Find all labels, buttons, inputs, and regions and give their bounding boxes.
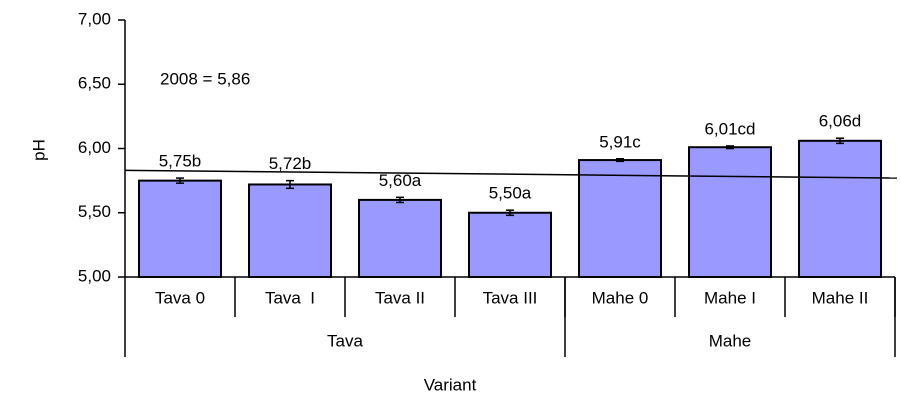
bar — [358, 198, 442, 278]
x-tick-label: Mahe II — [812, 288, 869, 307]
x-axis-label: Variant — [424, 375, 477, 394]
bar — [578, 159, 662, 278]
y-tick-label: 5,00 — [78, 266, 111, 285]
data-label: 5,60a — [379, 171, 422, 190]
data-label: 6,06d — [819, 112, 862, 131]
data-label: 5,72b — [269, 154, 312, 173]
bar — [248, 183, 332, 278]
x-tick-label: Tava II — [375, 288, 425, 307]
group-label: Tava — [327, 331, 363, 350]
bar — [468, 211, 552, 278]
y-tick-label: 5,50 — [78, 202, 111, 221]
y-tick-label: 7,00 — [78, 9, 111, 28]
bar — [688, 146, 772, 278]
annotation: 2008 = 5,86 — [160, 69, 250, 88]
data-label: 5,91c — [599, 132, 641, 151]
trend-line — [124, 169, 898, 179]
data-label: 5,75b — [159, 152, 202, 171]
x-tick-label: Tava 0 — [155, 288, 205, 307]
x-tick-label: Tava III — [483, 288, 538, 307]
y-tick-label: 6,50 — [78, 74, 111, 93]
y-tick-label: 6,00 — [78, 138, 111, 157]
data-label: 6,01cd — [704, 119, 755, 138]
x-tick-label: Tava I — [265, 288, 315, 307]
x-tick-label: Mahe I — [704, 288, 756, 307]
data-label: 5,50a — [489, 184, 532, 203]
group-label: Mahe — [709, 331, 752, 350]
bar — [798, 139, 882, 278]
y-axis-label: pH — [29, 139, 48, 161]
bar — [138, 179, 222, 278]
x-tick-label: Mahe 0 — [592, 288, 649, 307]
